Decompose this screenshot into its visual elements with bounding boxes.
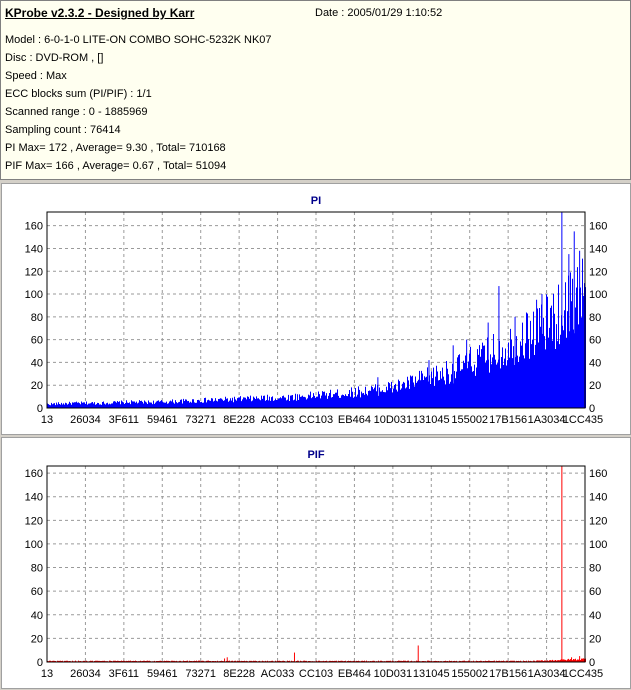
x-tick-label: 8E228	[223, 668, 255, 680]
pi-chart-panel: PI 0 0 20 20 40 40 60 60 80 80 100 100 120 120 140 140 16…	[1, 183, 631, 435]
pif-chart: PIF 0 0 20 20 40 40 60 60 80 80 100 100 120 120 140 140 1…	[25, 449, 608, 680]
x-tick-label: CC103	[299, 414, 333, 426]
y-tick-label-right: 40	[589, 357, 601, 369]
y-tick-label-left: 40	[31, 357, 43, 369]
pif-chart-panel: PIF 0 0 20 20 40 40 60 60 80 80 100 100 120 120 140 140 1…	[1, 437, 631, 689]
y-tick-label-left: 60	[31, 586, 43, 598]
x-tick-label: 155002	[451, 414, 488, 426]
y-tick-label-right: 60	[589, 586, 601, 598]
x-tick-label: 1CC435	[563, 414, 603, 426]
y-tick-label-right: 120	[589, 266, 607, 278]
x-tick-label: 26034	[70, 668, 101, 680]
y-tick-label-left: 80	[31, 312, 43, 324]
y-tick-label-left: 160	[25, 468, 43, 480]
y-tick-label-left: 140	[25, 243, 43, 255]
y-tick-label-right: 120	[589, 515, 607, 527]
y-tick-label-right: 40	[589, 610, 601, 622]
x-tick-label: 10D031	[374, 414, 413, 426]
y-tick-label-left: 120	[25, 515, 43, 527]
x-tick-label: 17B156	[489, 414, 527, 426]
app-title: KProbe v2.3.2 - Designed by Karr	[5, 6, 195, 20]
x-tick-label: 26034	[70, 414, 101, 426]
y-tick-label-right: 140	[589, 243, 607, 255]
y-tick-label-right: 80	[589, 563, 601, 575]
y-tick-label-right: 160	[589, 468, 607, 480]
chart-title: PIF	[307, 449, 324, 461]
y-tick-label-left: 120	[25, 266, 43, 278]
x-tick-label: AC033	[261, 414, 295, 426]
x-tick-label: 73271	[185, 668, 216, 680]
info-pi-stats: PI Max= 172 , Average= 9.30 , Total= 710…	[5, 142, 226, 154]
x-tick-label: 131045	[413, 414, 450, 426]
y-tick-label-right: 60	[589, 335, 601, 347]
y-tick-label-left: 20	[31, 380, 43, 392]
x-tick-label: 8E228	[223, 414, 255, 426]
x-tick-label: 3F611	[109, 668, 139, 680]
y-tick-label-left: 0	[37, 657, 43, 669]
y-tick-label-right: 0	[589, 403, 595, 415]
info-pif-stats: PIF Max= 166 , Average= 0.67 , Total= 51…	[5, 160, 227, 172]
info-range: Scanned range : 0 - 1885969	[5, 106, 148, 118]
x-tick-label: 13	[41, 668, 53, 680]
x-tick-label: 1A3034	[528, 414, 566, 426]
y-tick-label-right: 20	[589, 380, 601, 392]
y-tick-label-left: 140	[25, 492, 43, 504]
x-tick-label: EB464	[338, 668, 371, 680]
plot-border	[46, 465, 586, 663]
y-tick-label-right: 140	[589, 492, 607, 504]
x-tick-label: AC033	[261, 668, 295, 680]
y-tick-label-left: 100	[25, 539, 43, 551]
y-tick-label-right: 80	[589, 312, 601, 324]
y-tick-label-right: 100	[589, 539, 607, 551]
plot-border	[46, 211, 586, 409]
y-tick-label-right: 160	[589, 221, 607, 233]
x-tick-label: 17B156	[489, 668, 527, 680]
y-tick-label-right: 20	[589, 633, 601, 645]
x-tick-label: 155002	[451, 668, 488, 680]
chart-title: PI	[311, 195, 321, 207]
info-ecc: ECC blocks sum (PI/PIF) : 1/1	[5, 88, 152, 100]
y-tick-label-right: 0	[589, 657, 595, 669]
x-tick-label: 73271	[185, 414, 216, 426]
y-tick-label-left: 40	[31, 610, 43, 622]
y-tick-label-left: 20	[31, 633, 43, 645]
y-tick-label-left: 160	[25, 221, 43, 233]
y-tick-label-left: 80	[31, 563, 43, 575]
info-speed: Speed : Max	[5, 70, 67, 82]
series-bars	[47, 212, 586, 408]
x-tick-label: 10D031	[374, 668, 413, 680]
x-tick-label: 59461	[147, 414, 178, 426]
x-tick-label: EB464	[338, 414, 371, 426]
pi-chart: PI 0 0 20 20 40 40 60 60 80 80 100 100 120 120 140 140 16…	[25, 195, 608, 426]
info-panel: KProbe v2.3.2 - Designed by Karr Date : …	[0, 0, 631, 180]
x-tick-label: 1CC435	[563, 668, 603, 680]
x-tick-label: 59461	[147, 668, 178, 680]
y-tick-label-right: 100	[589, 289, 607, 301]
x-tick-label: 13	[41, 414, 53, 426]
x-tick-label: 1A3034	[528, 668, 566, 680]
x-tick-label: 131045	[413, 668, 450, 680]
scan-date: Date : 2005/01/29 1:10:52	[315, 7, 443, 19]
x-tick-label: 3F611	[109, 414, 139, 426]
x-tick-label: CC103	[299, 668, 333, 680]
info-sampling: Sampling count : 76414	[5, 124, 121, 136]
info-disc: Disc : DVD-ROM , []	[5, 52, 104, 64]
y-tick-label-left: 60	[31, 335, 43, 347]
y-tick-label-left: 0	[37, 403, 43, 415]
y-tick-label-left: 100	[25, 289, 43, 301]
info-model: Model : 6-0-1-0 LITE-ON COMBO SOHC-5232K…	[5, 34, 272, 46]
